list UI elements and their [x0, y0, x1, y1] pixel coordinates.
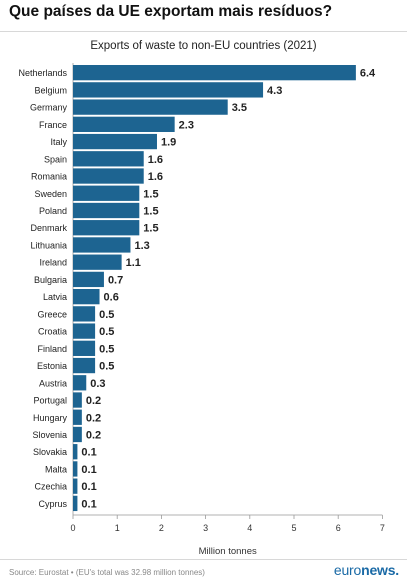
- bar: [73, 478, 78, 494]
- bar: [73, 254, 122, 270]
- category-label: Croatia: [38, 327, 67, 337]
- bar: [73, 237, 131, 253]
- value-label: 2.3: [179, 119, 194, 131]
- category-label: Latvia: [43, 292, 67, 302]
- value-label: 0.1: [81, 447, 96, 459]
- category-label: Portugal: [33, 396, 67, 406]
- value-label: 4.3: [267, 85, 282, 97]
- category-label: Greece: [37, 309, 67, 319]
- value-label: 0.5: [99, 309, 114, 321]
- category-label: Romania: [31, 172, 67, 182]
- bar: [73, 495, 78, 512]
- value-label: 0.5: [99, 326, 114, 338]
- value-label: 0.2: [86, 429, 101, 441]
- bar: [73, 357, 96, 374]
- category-label: Finland: [37, 344, 67, 354]
- value-label: 1.6: [148, 171, 163, 183]
- x-tick-label: 2: [159, 523, 164, 533]
- value-label: 0.1: [81, 481, 96, 493]
- x-tick-label: 4: [247, 523, 252, 533]
- bar: [73, 185, 140, 201]
- value-label: 1.3: [134, 240, 149, 252]
- bar: [73, 461, 78, 477]
- value-label: 1.6: [148, 154, 163, 166]
- value-label: 0.1: [81, 464, 96, 476]
- source-note: Source: Eurostat • (EU's total was 32.98…: [9, 568, 205, 577]
- category-label: Sweden: [34, 189, 67, 199]
- bar: [73, 340, 96, 356]
- bar: [73, 82, 264, 98]
- value-label: 1.9: [161, 137, 176, 149]
- category-label: Spain: [44, 154, 67, 164]
- category-label: Malta: [45, 464, 67, 474]
- headline: Que países da UE exportam mais resíduos?: [9, 3, 333, 20]
- category-label: Ireland: [39, 258, 67, 268]
- value-label: 1.5: [143, 205, 158, 217]
- bar: [73, 306, 96, 322]
- value-label: 0.6: [104, 292, 119, 304]
- bar: [73, 444, 78, 460]
- chart-title: Exports of waste to non-EU countries (20…: [90, 40, 317, 52]
- value-label: 0.5: [99, 361, 114, 373]
- bar: [73, 202, 140, 219]
- bar: [73, 271, 104, 288]
- category-label: Denmark: [30, 223, 67, 233]
- bar: [73, 409, 82, 425]
- bar: [73, 288, 100, 305]
- bar: [73, 99, 228, 115]
- value-label: 0.2: [86, 412, 101, 424]
- category-label: Slovenia: [32, 430, 67, 440]
- category-label: Poland: [39, 206, 67, 216]
- category-label: Austria: [39, 378, 67, 388]
- x-tick-label: 5: [291, 523, 296, 533]
- x-axis-label: Million tonnes: [199, 546, 257, 557]
- value-label: 1.5: [143, 188, 158, 200]
- category-label: Cyprus: [38, 499, 67, 509]
- bar: [73, 323, 96, 339]
- category-label: Belgium: [34, 85, 67, 95]
- category-label: France: [39, 120, 67, 130]
- value-label: 0.3: [90, 378, 105, 390]
- category-label: Hungary: [33, 413, 68, 423]
- x-tick-label: 3: [203, 523, 208, 533]
- value-label: 1.1: [126, 257, 141, 269]
- category-label: Italy: [50, 137, 67, 147]
- bar: [73, 133, 157, 150]
- category-label: Netherlands: [18, 68, 67, 78]
- value-label: 0.5: [99, 343, 114, 355]
- bar: [73, 392, 82, 408]
- logo-part-2: news.: [361, 562, 399, 578]
- value-label: 6.4: [360, 68, 376, 80]
- x-tick-label: 0: [70, 523, 75, 533]
- bar: [73, 168, 144, 184]
- category-label: Estonia: [37, 361, 67, 371]
- chart-panel: [0, 31, 407, 560]
- bar: [73, 116, 175, 132]
- bar: [73, 375, 87, 391]
- bar: [73, 65, 356, 81]
- category-label: Slovakia: [33, 447, 67, 457]
- euronews-logo[interactable]: euronews.: [334, 562, 399, 578]
- value-label: 0.1: [81, 498, 96, 510]
- x-tick-label: 1: [115, 523, 120, 533]
- category-label: Bulgaria: [34, 275, 67, 285]
- x-tick-label: 6: [336, 523, 341, 533]
- bar: [73, 220, 140, 236]
- bar: [73, 426, 82, 443]
- value-label: 1.5: [143, 223, 158, 235]
- value-label: 0.7: [108, 274, 123, 286]
- value-label: 3.5: [232, 102, 247, 114]
- category-label: Germany: [30, 103, 68, 113]
- value-label: 0.2: [86, 395, 101, 407]
- bar: [73, 151, 144, 167]
- logo-part-1: euro: [333, 562, 362, 578]
- category-label: Lithuania: [30, 240, 67, 250]
- category-label: Czechia: [34, 482, 67, 492]
- x-tick-label: 7: [380, 523, 385, 533]
